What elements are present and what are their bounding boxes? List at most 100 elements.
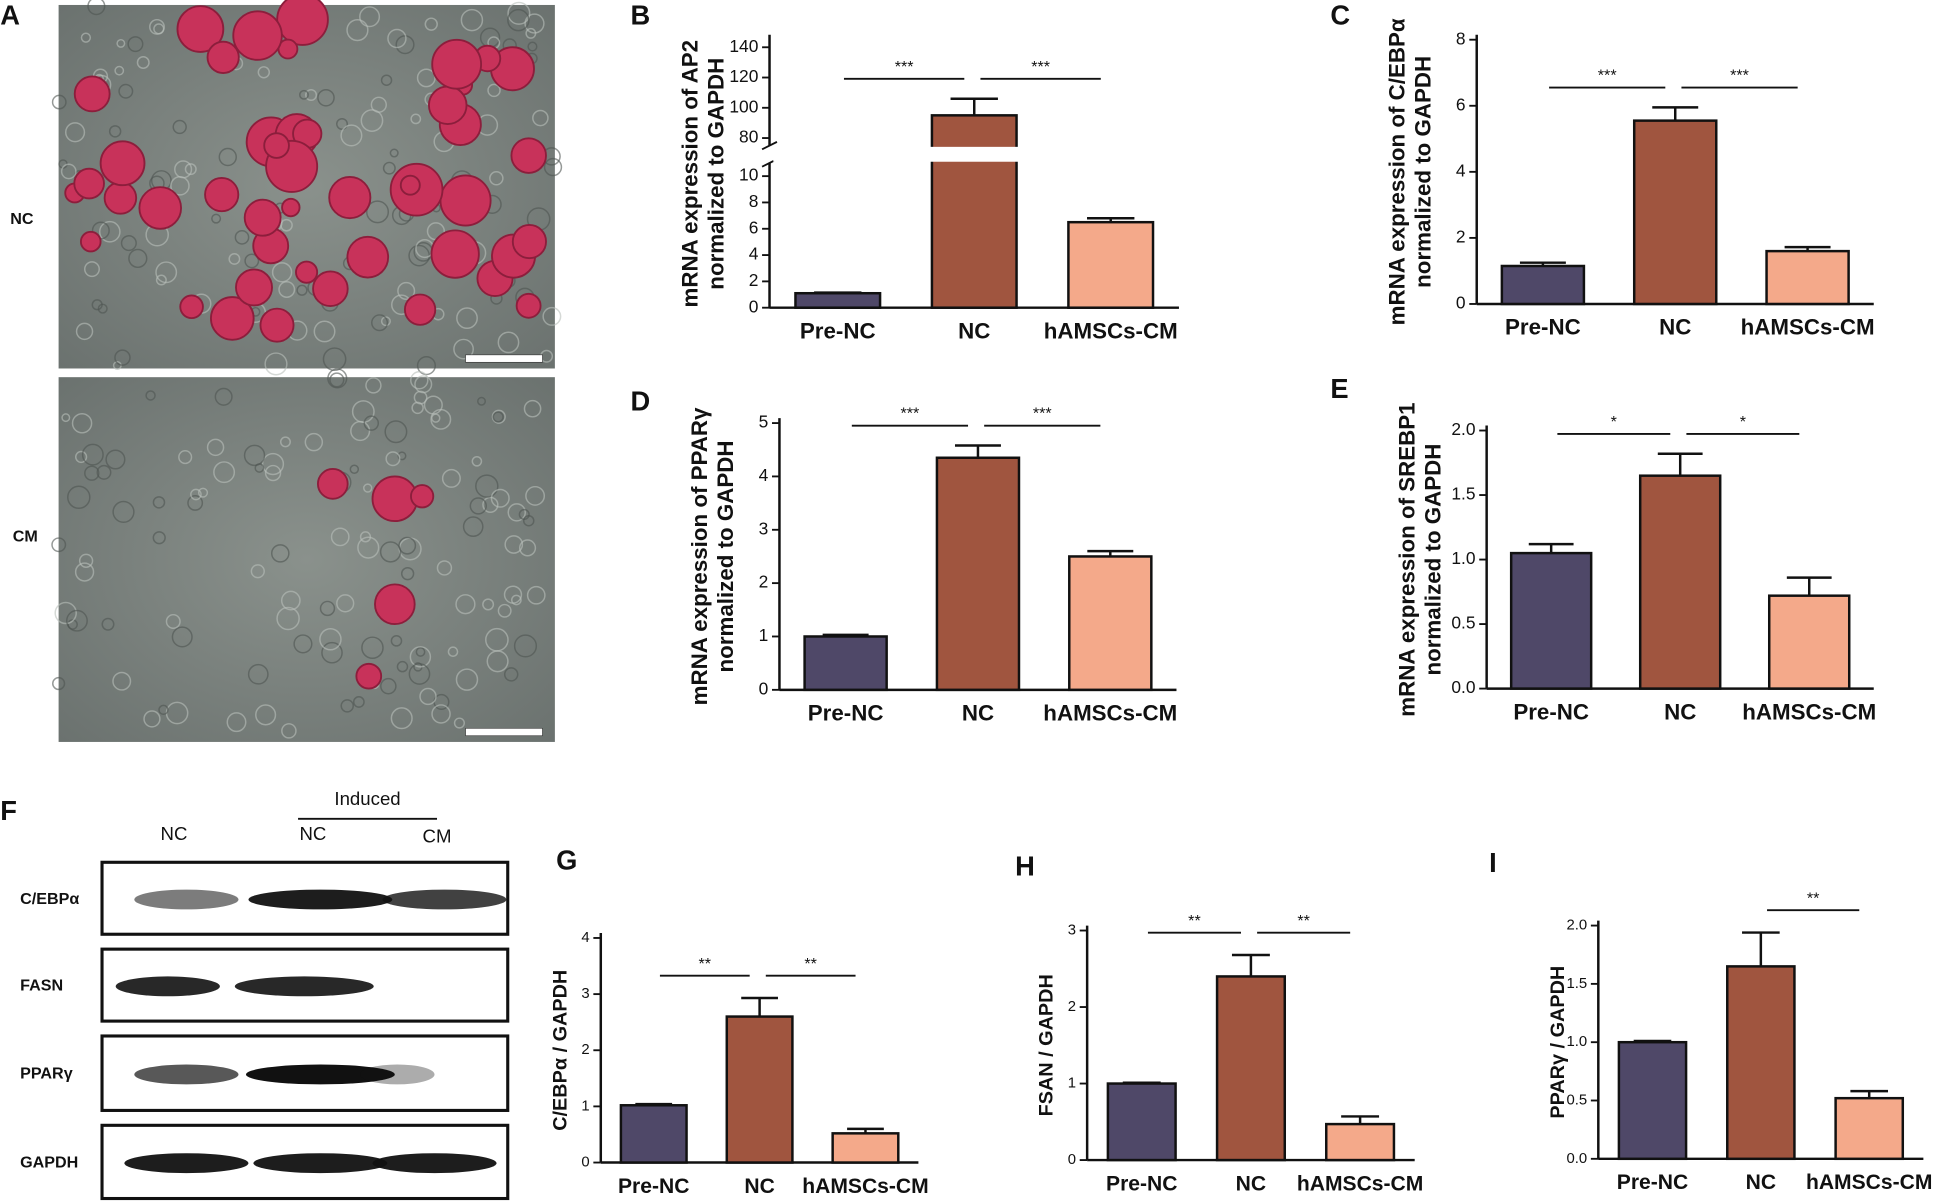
y-tick-label: 2	[1456, 226, 1466, 246]
cell	[352, 696, 365, 708]
cell	[78, 553, 94, 568]
lipid-cell	[276, 0, 329, 46]
lipid-cell	[73, 167, 105, 200]
lipid-cell	[410, 484, 435, 509]
cell	[213, 461, 236, 484]
cell	[184, 163, 197, 176]
cell	[67, 485, 91, 510]
cell	[105, 449, 126, 470]
cell	[414, 375, 433, 394]
cell	[431, 704, 451, 724]
cell	[279, 436, 291, 448]
y-axis-label: mRNA expression of SREBP1	[1394, 402, 1419, 716]
cell	[475, 474, 499, 498]
cell	[390, 635, 403, 647]
lipid-cell	[73, 75, 111, 113]
lipid-cell	[259, 307, 295, 343]
y-tick-label: 0	[1068, 1152, 1076, 1168]
cell	[384, 420, 408, 444]
bar	[619, 1104, 688, 1164]
x-tick-label: hAMSCs-CM	[1806, 1171, 1932, 1194]
cell	[118, 83, 134, 99]
cell	[507, 1, 531, 25]
bar	[725, 1015, 794, 1164]
y-axis-label: mRNA expression of C/EBPα	[1384, 18, 1409, 325]
cell	[504, 535, 524, 554]
lipid-cell	[511, 224, 547, 260]
lipid-cell	[430, 229, 480, 279]
significance-label: ***	[1033, 405, 1053, 423]
cell	[363, 415, 380, 431]
x-tick-label: Pre-NC	[1513, 699, 1589, 724]
cell	[152, 531, 166, 545]
cell	[453, 338, 474, 360]
cell	[400, 566, 415, 581]
cell	[280, 218, 293, 232]
cell	[397, 451, 407, 461]
cell	[54, 601, 77, 625]
cell	[319, 600, 336, 617]
lipid-cell	[510, 137, 547, 174]
micrograph-cm	[58, 377, 555, 742]
bar	[1617, 1040, 1688, 1161]
significance-label: ***	[1598, 67, 1618, 85]
bar	[794, 291, 882, 309]
y-tick-label: 6	[749, 217, 759, 237]
cell	[382, 161, 396, 175]
cell	[101, 617, 115, 631]
panel-letter: E	[1330, 373, 1348, 404]
cell	[143, 710, 161, 728]
row-label: NC	[10, 210, 34, 228]
cell	[97, 303, 108, 314]
y-tick-label: 2.0	[1451, 419, 1475, 439]
cell	[74, 450, 88, 464]
cell	[518, 539, 537, 557]
cell	[158, 704, 169, 716]
lipid-cell	[374, 583, 416, 626]
cell	[513, 634, 538, 658]
cell	[482, 496, 499, 513]
lipid-cell	[232, 10, 283, 61]
cell	[436, 560, 453, 576]
cell	[518, 508, 530, 521]
cell	[365, 377, 382, 394]
cell	[357, 536, 380, 559]
cell	[304, 432, 324, 452]
panel-letter: B	[631, 0, 651, 31]
y-tick-label: 80	[739, 127, 758, 147]
band	[382, 889, 507, 910]
lipid-cell	[439, 174, 492, 227]
cell	[492, 411, 504, 423]
lipid-cell	[99, 140, 146, 187]
y-tick-label: 4	[749, 244, 759, 264]
panel-letter: H	[1015, 851, 1035, 882]
cell	[64, 122, 86, 143]
cell	[390, 707, 413, 730]
x-tick-label: Pre-NC	[1617, 1171, 1688, 1194]
cell	[52, 676, 66, 691]
y-tick-label: 0.5	[1451, 613, 1475, 633]
band	[253, 1153, 388, 1174]
bar	[803, 635, 888, 692]
y-tick-label: 8	[1456, 28, 1466, 48]
cell	[361, 636, 384, 660]
cell	[136, 56, 150, 70]
y-tick-label: 6	[1456, 94, 1466, 114]
break-gap	[773, 146, 1183, 162]
cell	[170, 176, 190, 196]
band	[124, 1153, 249, 1174]
cell	[365, 200, 390, 224]
cell	[330, 527, 350, 547]
lipid-cell	[243, 198, 282, 237]
x-tick-label: Pre-NC	[1106, 1172, 1177, 1195]
y-tick-label: 4	[581, 930, 589, 946]
cell	[455, 594, 476, 615]
cell	[75, 322, 94, 341]
y-tick-label: 2	[1068, 999, 1076, 1015]
cell	[276, 606, 300, 631]
cell	[317, 88, 335, 107]
y-tick-label: 0.5	[1566, 1092, 1587, 1108]
cell	[228, 252, 241, 265]
y-tick-label: 0	[749, 296, 759, 316]
y-tick-label: 1.0	[1451, 548, 1475, 568]
